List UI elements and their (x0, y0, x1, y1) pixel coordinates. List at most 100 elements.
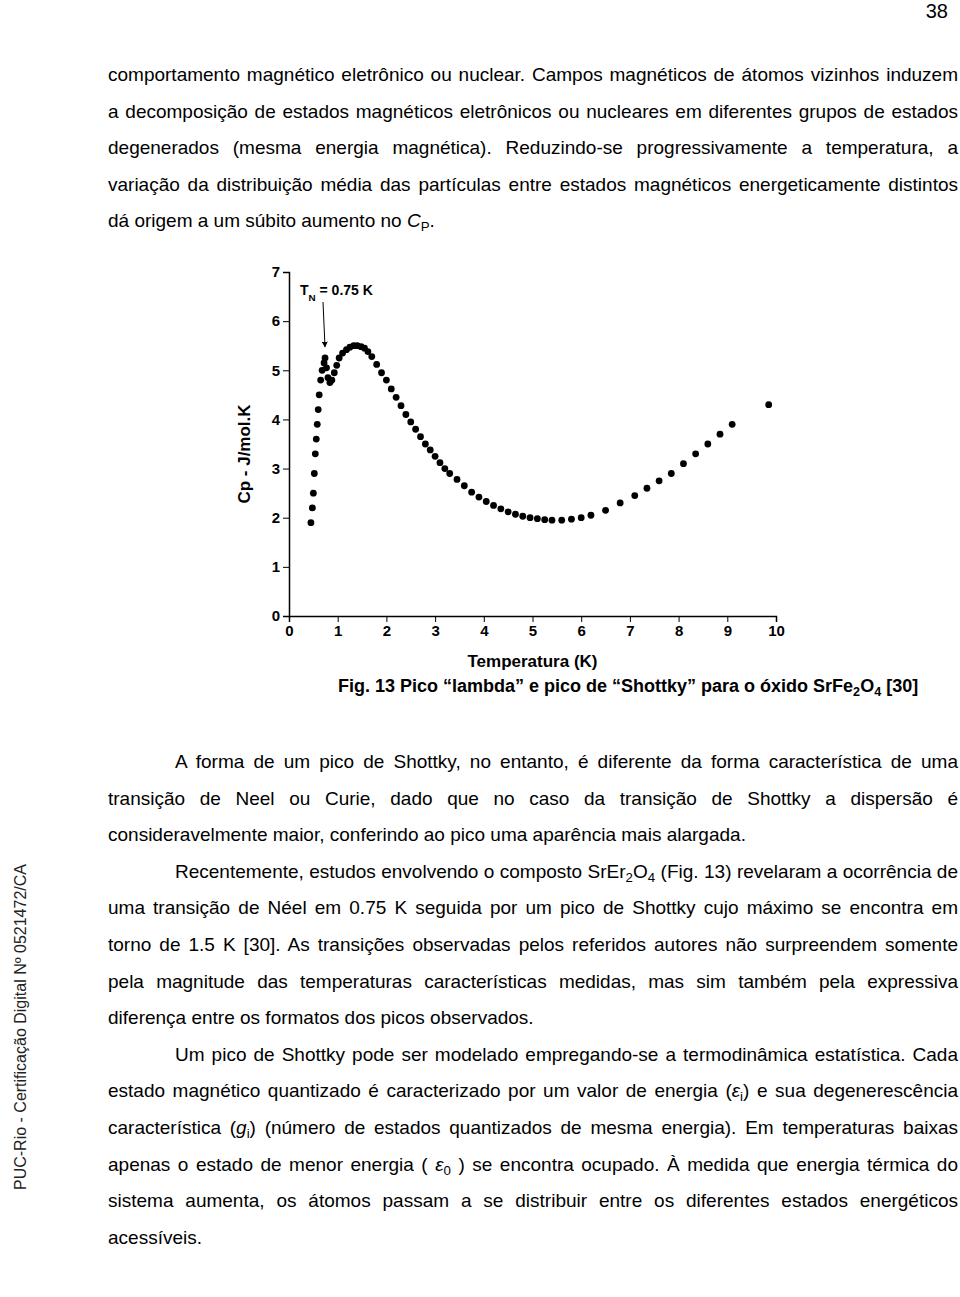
paragraph: Um pico de Shottky pode ser modelado emp… (108, 1037, 958, 1257)
data-point (588, 512, 595, 519)
data-point (417, 433, 424, 440)
data-point (704, 441, 711, 448)
points (308, 342, 773, 526)
x-axis-title: Temperatura (K) (467, 652, 597, 671)
data-point (422, 441, 429, 448)
subscript: N (309, 292, 316, 303)
text-run: (Fig. 13) revelaram a ocorrência de uma … (108, 861, 958, 1028)
paragraph: Recentemente, estudos envolvendo o compo… (108, 854, 958, 1037)
y-tick-label: 0 (272, 607, 280, 624)
x-tick-label: 1 (334, 622, 342, 639)
y-tick-label: 7 (272, 263, 280, 280)
y-tick-mark (283, 518, 289, 519)
data-point (437, 459, 444, 466)
y-axis: 0 1 2 3 4 5 6 7 (272, 263, 290, 624)
y-tick-label: 4 (272, 411, 281, 428)
x-tick-label: 0 (285, 622, 293, 639)
paragraph: comportamento magnético eletrônico ou nu… (108, 57, 958, 240)
data-point (617, 500, 624, 507)
x-tick: 0 (285, 616, 293, 639)
x-axis: 012345678910 (285, 616, 785, 639)
y-axis-title: Cp - J/mol.K (235, 404, 254, 504)
text-run: O (633, 861, 648, 882)
data-point (468, 489, 475, 496)
data-point (317, 377, 324, 384)
data-point (534, 515, 541, 522)
data-point (383, 377, 390, 384)
data-point (541, 516, 548, 523)
data-point (454, 476, 461, 483)
x-tick: 6 (578, 616, 586, 639)
subscript: 4 (874, 685, 881, 699)
data-point (692, 450, 699, 457)
y-tick-label: 6 (272, 312, 280, 329)
y-axis-line (283, 273, 290, 617)
data-point (311, 470, 318, 477)
data-point (512, 511, 519, 518)
y-tick: 0 (272, 607, 289, 624)
x-tick-label: 3 (431, 622, 439, 639)
y-tick: 1 (272, 558, 289, 575)
text-run: . (430, 210, 435, 231)
data-point (316, 391, 323, 398)
x-tick: 7 (626, 616, 634, 639)
x-tick: 9 (724, 616, 732, 639)
data-point (490, 502, 497, 509)
data-point (717, 431, 724, 438)
y-tick-mark (283, 321, 289, 322)
x-tick-label: 6 (578, 622, 586, 639)
data-point (765, 401, 772, 408)
text-run: comportamento magnético eletrônico ou nu… (108, 64, 958, 231)
data-point (729, 421, 736, 428)
data-point (483, 498, 490, 505)
subscript: 0 (444, 1163, 451, 1178)
y-tick-label: 3 (272, 460, 280, 477)
data-point (412, 426, 419, 433)
y-tick: 6 (272, 312, 289, 329)
data-point (602, 507, 609, 514)
data-point (656, 477, 663, 484)
data-point (549, 517, 556, 524)
data-point (314, 421, 321, 428)
data-point (328, 377, 335, 384)
italic-run: ε (435, 1154, 443, 1175)
data-point (333, 362, 340, 369)
y-tick-label: 2 (272, 509, 280, 526)
data-point (668, 470, 675, 477)
x-tick-label: 7 (626, 622, 634, 639)
caption: Fig. 13 Pico “lambda” e pico de “Shottky… (338, 676, 918, 697)
y-tick: 5 (272, 362, 289, 379)
italic-run: ε (732, 1080, 740, 1101)
y-tick: 3 (272, 460, 289, 477)
data-point (568, 516, 575, 523)
italic-run: g (236, 1117, 247, 1138)
x-tick: 2 (383, 616, 391, 639)
data-point (427, 446, 434, 453)
y-tick-mark (283, 370, 289, 371)
data-point (313, 436, 320, 443)
data-point (312, 450, 319, 457)
y-tick: 4 (272, 411, 289, 428)
x-tick: 3 (431, 616, 439, 639)
side-text: PUC-Rio - Certificação Digital Nº 052147… (12, 864, 30, 1190)
x-tick-label: 10 (768, 622, 785, 639)
y-tick: 2 (272, 509, 289, 526)
y-tick-mark (283, 469, 289, 470)
x-tick: 10 (768, 616, 785, 639)
data-point (402, 411, 409, 418)
text-run: [30] (881, 676, 918, 696)
text-run: A forma de um pico de Shottky, no entant… (108, 751, 958, 845)
text-block: comportamento magnético eletrônico ou nu… (108, 57, 958, 240)
italic-run: C (407, 210, 421, 231)
subscript: i (247, 1126, 250, 1141)
subscript: 4 (648, 870, 655, 885)
data-point (368, 353, 375, 360)
y-tick-label: 5 (272, 362, 280, 379)
data-point (446, 470, 453, 477)
paragraph: A forma de um pico de Shottky, no entant… (108, 744, 958, 854)
data-point (432, 453, 439, 460)
x-tick-label: 5 (529, 622, 537, 639)
data-point (527, 514, 534, 521)
subscript: i (740, 1089, 743, 1104)
data-point (310, 490, 317, 497)
